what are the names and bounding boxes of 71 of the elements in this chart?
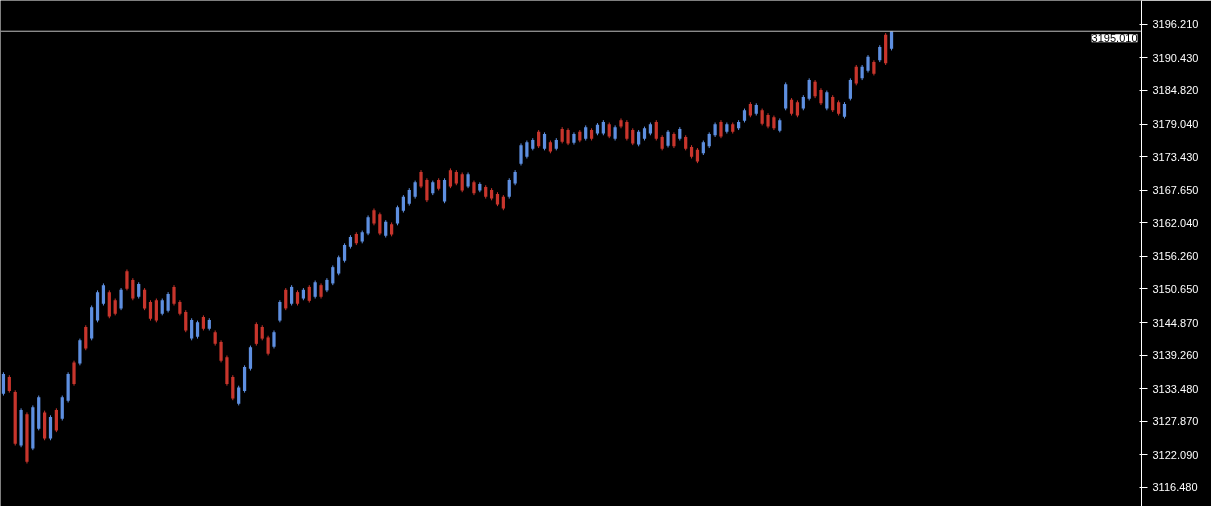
candlestick	[460, 171, 464, 193]
y-tick-label: 3116.480	[1152, 481, 1198, 494]
y-tick-label: 3196.210	[1152, 18, 1199, 31]
candlestick	[254, 321, 258, 347]
candlestick	[266, 335, 270, 356]
candlestick	[272, 329, 276, 349]
candlestick	[284, 287, 288, 311]
y-tick-label: 3133.480	[1152, 382, 1199, 395]
candlestick	[54, 407, 58, 433]
candlestick	[342, 242, 347, 263]
candlestick	[78, 338, 82, 366]
candlestick	[237, 385, 241, 406]
candlestick	[48, 414, 53, 441]
candlestick	[519, 142, 523, 166]
candlestick	[231, 374, 235, 401]
candlestick	[278, 299, 282, 323]
candlestick	[219, 339, 223, 363]
candlestick	[84, 324, 88, 351]
y-tick-label: 3150.650	[1152, 282, 1199, 295]
candlestick	[395, 205, 400, 226]
candlestick	[1, 371, 6, 397]
candlestick	[366, 214, 370, 236]
candlestick	[331, 264, 335, 286]
candlestick	[813, 79, 817, 99]
y-tick-label: 3179.040	[1152, 118, 1199, 131]
y-tick-label: 3156.260	[1152, 250, 1199, 263]
candlestick	[525, 140, 529, 160]
candlestick	[290, 284, 294, 306]
candlestick	[172, 284, 176, 306]
candlestick	[378, 212, 382, 236]
candlestick	[166, 291, 170, 313]
candlestick	[72, 360, 76, 387]
candlestick	[419, 169, 423, 189]
candlestick	[442, 177, 447, 204]
candlestick	[101, 282, 106, 306]
candlestick	[807, 77, 811, 101]
candlestick	[248, 345, 253, 372]
candlestick	[148, 299, 153, 322]
candlestick	[131, 277, 135, 301]
candlestick	[654, 119, 658, 142]
candlestick	[413, 180, 417, 200]
candlestick	[507, 177, 511, 200]
candlestick	[848, 77, 852, 101]
candlestick	[313, 280, 317, 300]
candlestick	[825, 90, 829, 111]
ref-line-label: 3195.010	[1091, 32, 1138, 45]
candlestick	[142, 287, 147, 311]
y-tick-label: 3167.650	[1152, 184, 1199, 197]
candlestick	[425, 177, 429, 203]
candlestick	[448, 167, 453, 189]
candlestick	[625, 119, 629, 142]
candlestick	[119, 287, 123, 311]
y-tick-label: 3190.430	[1152, 51, 1199, 64]
candlestick	[719, 119, 723, 139]
candlestick	[542, 131, 547, 151]
y-tick-label: 3162.040	[1152, 216, 1199, 229]
candlestick	[242, 364, 247, 394]
candlestick	[60, 395, 64, 422]
y-tick-label: 3173.430	[1152, 150, 1199, 163]
y-tick-label: 3122.090	[1152, 448, 1199, 461]
y-tick-label: 3144.870	[1152, 316, 1199, 329]
candlestick	[154, 298, 158, 323]
candlestick	[190, 317, 194, 341]
y-tick-label: 3127.870	[1152, 415, 1199, 428]
candlestick	[337, 255, 341, 276]
candlestick	[195, 320, 200, 340]
y-tick-label: 3184.820	[1152, 84, 1199, 97]
candlestick	[184, 309, 188, 333]
candlestick	[854, 64, 858, 86]
candlestick	[125, 268, 129, 291]
y-tick-label: 3139.260	[1152, 349, 1199, 362]
